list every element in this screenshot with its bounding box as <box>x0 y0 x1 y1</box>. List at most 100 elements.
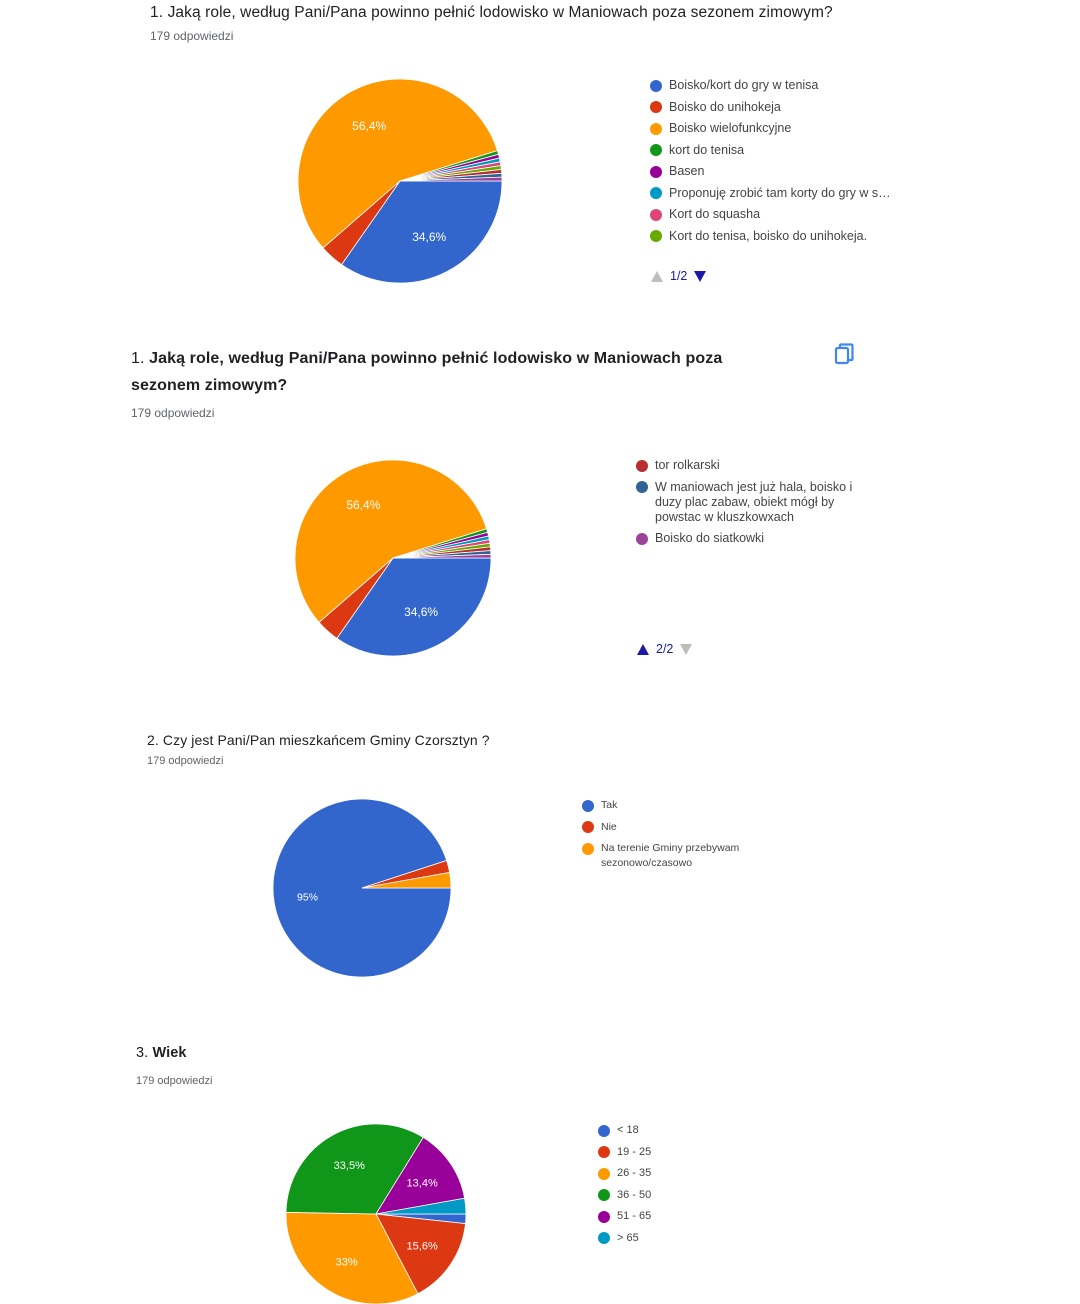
legend-item[interactable]: > 65 <box>598 1231 718 1246</box>
pie-slice[interactable] <box>285 1211 419 1304</box>
legend-label: W maniowach jest już hala, boisko i duzy… <box>655 479 853 524</box>
chart-legend: < 18 19 - 25 26 - 35 36 - 50 51 - 65 > 65 <box>598 1123 718 1252</box>
legend-label: Nie <box>601 820 617 833</box>
legend-next-button[interactable] <box>694 270 707 282</box>
pie-chart: 34,6% 56,4% <box>297 78 503 284</box>
legend-label: tor rolkarski <box>655 458 720 472</box>
legend-pager: 2/2 <box>637 642 693 656</box>
pie-slice[interactable] <box>375 1136 466 1215</box>
question-2-card: 2. Czy jest Pani/Pan mieszkańcem Gminy C… <box>147 732 782 978</box>
legend-label: Kort do tenisa, boisko do unihokeja. <box>669 228 868 243</box>
legend-color-dot <box>636 532 648 545</box>
pie-slice[interactable] <box>336 557 492 657</box>
legend-label: 36 - 50 <box>617 1188 652 1201</box>
question-title: 2. Czy jest Pani/Pan mieszkańcem Gminy C… <box>147 732 490 748</box>
legend-color-dot <box>636 481 648 493</box>
pie-chart: 95% <box>272 798 452 978</box>
question-number: 1. <box>131 350 145 367</box>
legend-label: 51 - 65 <box>617 1210 652 1222</box>
slice-data-label: 95% <box>297 892 318 904</box>
legend-label: < 18 <box>617 1124 639 1136</box>
legend-color-dot <box>650 187 662 199</box>
question-text: Czy jest Pani/Pan mieszkańcem Gminy Czor… <box>162 732 490 748</box>
legend-next-button[interactable] <box>680 643 693 655</box>
question-title: 3. Wiek <box>136 1045 187 1061</box>
legend-label: Basen <box>669 164 705 178</box>
pie-slice[interactable] <box>285 1123 424 1215</box>
chart-legend: Tak Nie Na terenie Gminy przebywam sezonow… <box>582 798 782 878</box>
response-count: 179 odpowiedzi <box>131 406 215 420</box>
legend-color-dot <box>650 101 662 113</box>
legend-color-dot <box>650 144 662 156</box>
legend-item[interactable]: Boisko do siatkowki <box>636 531 866 546</box>
legend-label: Na terenie Gminy przebywam sezonowo/czas… <box>601 842 740 869</box>
pie-chart: 34,6% 56,4% <box>294 459 492 657</box>
slice-data-label: 34,6% <box>404 605 438 619</box>
legend-label: Kort do squasha <box>669 207 761 221</box>
legend-item[interactable]: Proponuję zrobić tam korty do gry w s… <box>650 186 930 201</box>
response-count: 179 odpowiedzi <box>150 29 234 43</box>
response-count: 179 odpowiedzi <box>136 1075 213 1087</box>
question-number: 2. <box>147 732 159 748</box>
legend-item[interactable]: Kort do squasha <box>650 207 930 222</box>
legend-item[interactable]: Kort do tenisa, boisko do unihokeja. <box>650 229 930 244</box>
legend-item[interactable]: 26 - 35 <box>598 1166 718 1181</box>
legend-label: Proponuję zrobić tam korty do gry w s… <box>669 185 891 200</box>
legend-item[interactable]: Boisko do unihokeja <box>650 100 930 115</box>
pie-slice[interactable] <box>375 1197 467 1215</box>
legend-item[interactable]: Boisko/kort do gry w tenisa <box>650 78 930 93</box>
legend-item[interactable]: Boisko wielofunkcyjne <box>650 121 930 136</box>
legend-item[interactable]: 19 - 25 <box>598 1145 718 1160</box>
legend-pager: 1/2 <box>651 269 707 283</box>
legend-color-dot <box>582 799 594 812</box>
legend-color-dot <box>598 1189 610 1201</box>
slice-data-label: 33,5% <box>334 1160 365 1172</box>
slice-data-label: 56,4% <box>346 498 380 512</box>
legend-label: > 65 <box>617 1231 639 1244</box>
legend-item[interactable]: Na terenie Gminy przebywam sezonowo/czas… <box>582 841 782 871</box>
question-title: 1. Jaką role, według Pani/Pana powinno p… <box>131 345 771 399</box>
copy-chart-icon[interactable] <box>834 343 856 367</box>
question-1-card-page-2: 1. Jaką role, według Pani/Pana powinno p… <box>131 343 866 657</box>
legend-item[interactable]: W maniowach jest już hala, boisko i duzy… <box>636 480 866 525</box>
slice-data-label: 15,6% <box>407 1240 438 1252</box>
slice-data-label: 33% <box>336 1256 358 1268</box>
legend-item[interactable]: kort do tenisa <box>650 143 930 158</box>
legend-item[interactable]: Basen <box>650 164 930 179</box>
pie-slice[interactable] <box>341 180 503 284</box>
legend-prev-button[interactable] <box>651 270 663 282</box>
legend-label: 26 - 35 <box>617 1167 652 1179</box>
pager-text: 2/2 <box>656 642 674 656</box>
legend-item[interactable]: Nie <box>582 820 782 835</box>
pie-slice[interactable] <box>294 459 488 623</box>
pie-slice[interactable] <box>392 553 492 559</box>
question-number: 1. <box>150 4 164 21</box>
slice-data-label: 56,4% <box>352 119 386 133</box>
legend-label: 19 - 25 <box>617 1145 652 1158</box>
pie-slice[interactable] <box>399 176 503 182</box>
legend-item[interactable]: 51 - 65 <box>598 1209 718 1224</box>
legend-item[interactable]: 36 - 50 <box>598 1188 718 1203</box>
response-count: 179 odpowiedzi <box>147 755 224 767</box>
pie-slice[interactable] <box>375 1213 466 1295</box>
pie-chart: 15,6% 33% 33,5% 13,4% <box>285 1123 467 1304</box>
legend-color-dot <box>598 1146 610 1158</box>
question-1-card: 1. Jaką role, według Pani/Pana powinno p… <box>0 0 1080 320</box>
legend-item[interactable]: tor rolkarski <box>636 458 866 473</box>
legend-color-dot <box>636 459 648 472</box>
legend-color-dot <box>650 122 662 135</box>
legend-label: Boisko/kort do gry w tenisa <box>669 78 819 92</box>
slice-data-label: 34,6% <box>412 230 446 244</box>
legend-color-dot <box>598 1124 610 1137</box>
legend-color-dot <box>598 1167 610 1180</box>
question-title: 1. Jaką role, według Pani/Pana powinno p… <box>150 4 833 22</box>
legend-label: Boisko do siatkowki <box>655 531 765 545</box>
pie-slice[interactable] <box>297 78 498 249</box>
chart-legend: tor rolkarski W maniowach jest już hala, … <box>636 458 866 553</box>
legend-color-dot <box>650 79 662 92</box>
legend-item[interactable]: Tak <box>582 798 782 813</box>
legend-item[interactable]: < 18 <box>598 1123 718 1138</box>
pie-slice[interactable] <box>361 871 452 889</box>
legend-color-dot <box>582 821 594 833</box>
legend-prev-button[interactable] <box>637 643 649 655</box>
